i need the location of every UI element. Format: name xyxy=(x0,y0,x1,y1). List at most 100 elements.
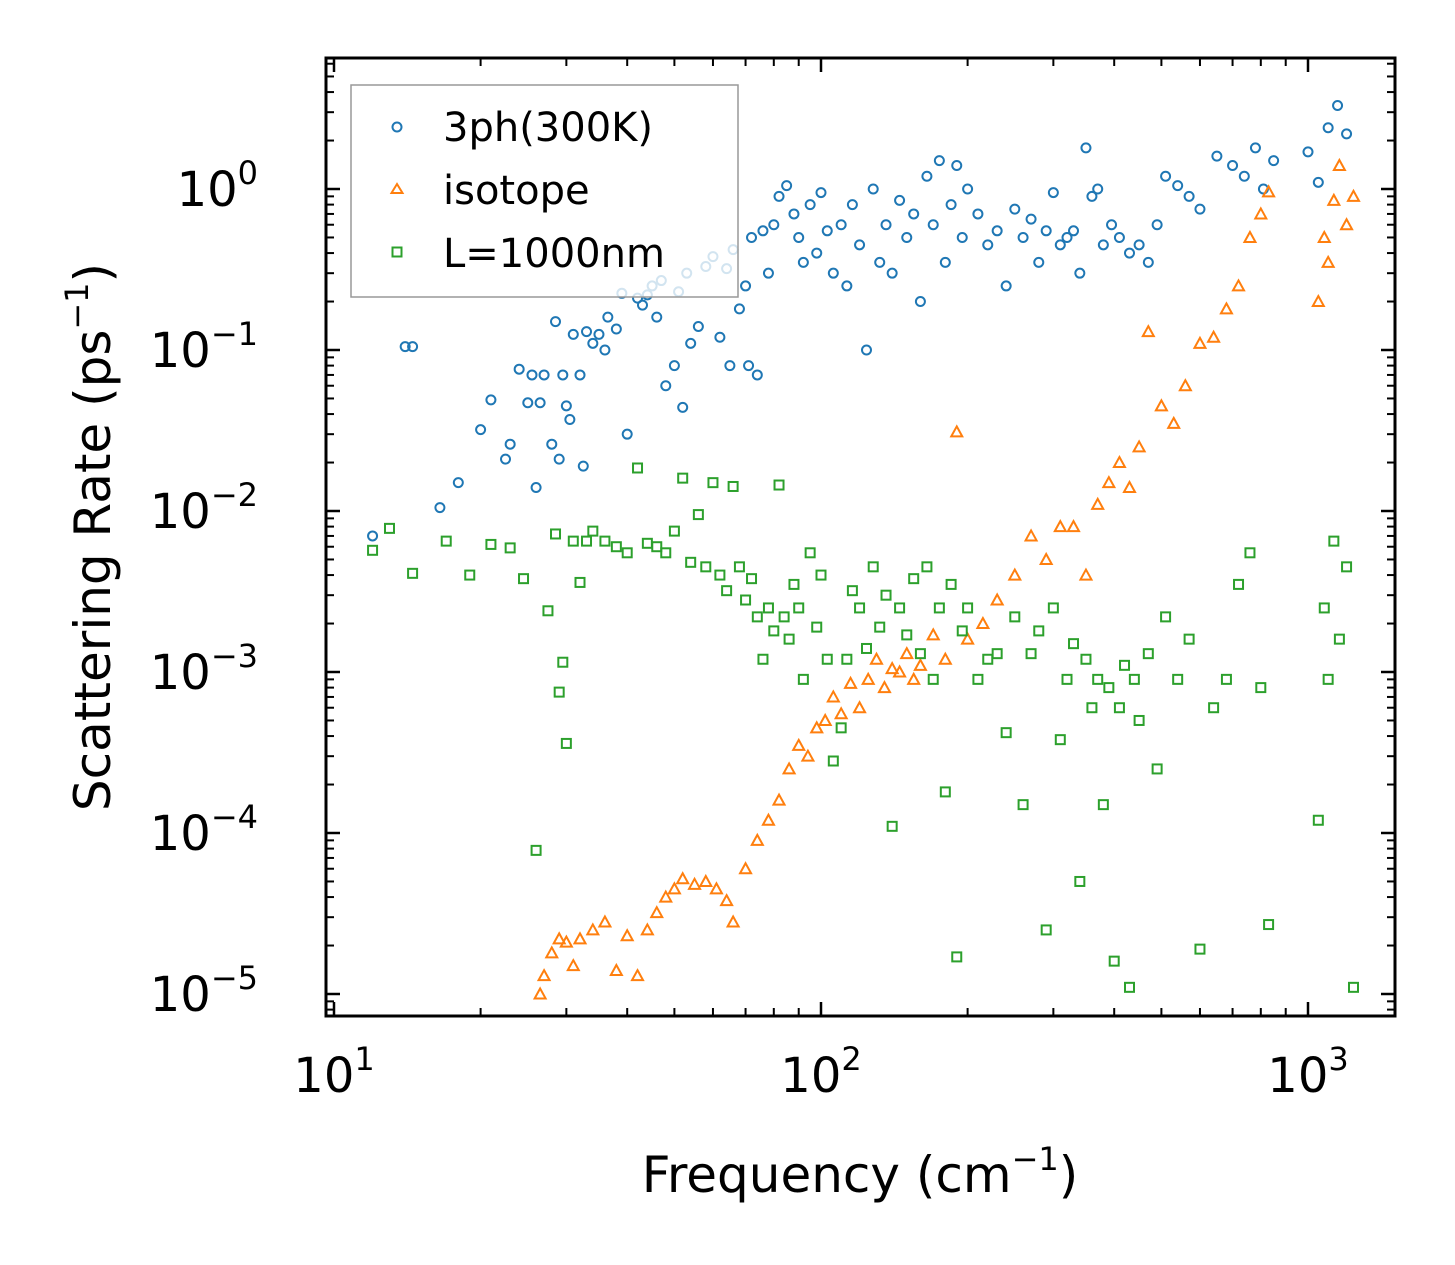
point-isotope xyxy=(989,592,1005,606)
point-3ph xyxy=(621,428,633,440)
point-boundary xyxy=(1054,734,1066,746)
point-3ph xyxy=(1000,280,1012,292)
point-isotope xyxy=(1253,206,1268,220)
point-boundary xyxy=(1318,602,1330,614)
point-boundary xyxy=(1092,673,1104,685)
point-3ph xyxy=(593,328,605,340)
point-3ph xyxy=(1025,213,1037,225)
point-3ph xyxy=(1068,225,1080,237)
point-boundary xyxy=(557,656,569,668)
point-isotope xyxy=(1112,454,1127,469)
point-boundary xyxy=(621,547,633,559)
point-boundary xyxy=(1255,682,1267,694)
point-boundary xyxy=(894,602,906,614)
point-3ph xyxy=(1097,239,1109,251)
point-3ph xyxy=(854,239,866,251)
legend-label-boundary: L=1000nm xyxy=(443,231,665,277)
point-boundary xyxy=(854,602,866,614)
point-isotope xyxy=(667,881,682,895)
point-boundary xyxy=(1009,611,1021,623)
point-boundary xyxy=(530,844,542,856)
point-isotope xyxy=(585,922,601,936)
point-isotope xyxy=(1339,217,1354,231)
point-boundary xyxy=(464,569,476,581)
point-3ph xyxy=(557,369,569,381)
plot-frame xyxy=(324,56,1397,1018)
point-boundary xyxy=(939,786,951,798)
point-isotope xyxy=(630,968,645,982)
point-boundary xyxy=(367,544,379,556)
point-3ph xyxy=(1123,247,1135,259)
point-isotope xyxy=(781,761,797,775)
point-isotope xyxy=(572,931,588,945)
tick-labels: 101 102 103 100 10−1 10−2 10−3 10−4 10−5 xyxy=(150,154,1349,1104)
legend-marker-3ph xyxy=(391,121,403,133)
point-boundary xyxy=(1025,648,1037,660)
point-3ph xyxy=(1172,180,1184,192)
point-isotope xyxy=(906,671,921,685)
point-3ph xyxy=(587,337,599,349)
legend-marker-boundary xyxy=(391,246,403,258)
point-boundary xyxy=(733,561,745,573)
point-boundary xyxy=(757,653,769,665)
point-3ph xyxy=(574,369,586,381)
point-boundary xyxy=(1033,625,1045,637)
point-boundary xyxy=(610,541,622,553)
point-3ph xyxy=(553,453,565,465)
point-3ph xyxy=(846,199,858,211)
point-isotope xyxy=(725,914,741,928)
point-3ph xyxy=(951,159,963,171)
point-boundary xyxy=(846,585,858,597)
point-boundary xyxy=(860,642,872,654)
point-3ph xyxy=(945,199,957,211)
point-boundary xyxy=(945,578,957,590)
point-isotope xyxy=(877,680,892,694)
point-isotope xyxy=(1219,301,1234,315)
point-3ph xyxy=(1086,190,1098,202)
y-tick-label: 10−3 xyxy=(150,637,258,701)
point-3ph xyxy=(1017,231,1029,243)
point-boundary xyxy=(1263,919,1275,931)
point-3ph xyxy=(797,256,809,268)
point-3ph xyxy=(1194,203,1206,215)
point-isotope xyxy=(1311,293,1326,308)
point-3ph xyxy=(860,344,872,356)
legend-marker-isotope xyxy=(389,182,405,194)
point-3ph xyxy=(567,328,579,340)
point-3ph xyxy=(1080,142,1092,154)
point-boundary xyxy=(921,561,933,573)
point-3ph xyxy=(743,360,755,372)
point-boundary xyxy=(773,479,785,491)
point-3ph xyxy=(399,341,411,353)
legend-label-isotope: isotope xyxy=(443,168,590,214)
point-isotope xyxy=(658,889,673,903)
y-tick-label: 10−1 xyxy=(150,315,258,379)
point-boundary xyxy=(383,522,395,534)
point-3ph xyxy=(1160,170,1172,182)
point-3ph xyxy=(880,219,892,231)
point-isotope xyxy=(1231,278,1246,292)
point-boundary xyxy=(1312,814,1324,826)
point-boundary xyxy=(440,535,452,547)
point-3ph xyxy=(804,199,816,211)
point-boundary xyxy=(574,576,586,588)
y-axis-label: Scattering Rate (ps−1) xyxy=(58,263,122,811)
point-3ph xyxy=(1151,219,1163,231)
y-axis-label-main: Scattering Rate (ps xyxy=(64,330,122,811)
point-3ph xyxy=(651,311,663,323)
point-3ph xyxy=(1074,267,1086,279)
point-boundary xyxy=(660,547,672,559)
point-boundary xyxy=(1341,561,1353,573)
point-isotope xyxy=(1141,324,1156,338)
point-isotope xyxy=(899,646,914,660)
point-boundary xyxy=(901,629,913,641)
point-3ph xyxy=(452,477,464,489)
point-isotope xyxy=(1131,439,1147,453)
point-boundary xyxy=(972,673,984,685)
y-tick-label: 10−2 xyxy=(150,476,258,540)
point-isotope xyxy=(960,631,975,645)
point-boundary xyxy=(651,541,663,553)
point-3ph xyxy=(927,219,939,231)
point-boundary xyxy=(1074,875,1086,887)
point-isotope xyxy=(609,962,624,976)
